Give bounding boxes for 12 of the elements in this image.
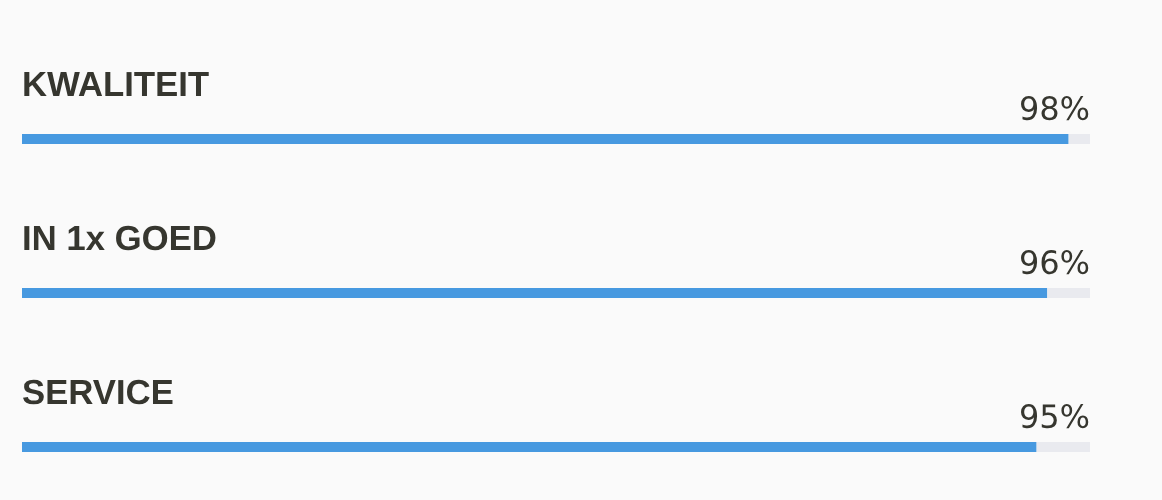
data-label: 95% [1021, 404, 1089, 429]
data-label: 98% [1021, 96, 1089, 121]
y-tick-label: IN 1x GOED [24, 225, 216, 251]
y-tick-label: KWALITEIT [24, 72, 209, 96]
bar [1036, 442, 1090, 452]
bar [22, 288, 1048, 298]
data-label: 96% [1021, 250, 1089, 275]
y-tick-label: SERVICE [23, 379, 173, 405]
bar [22, 134, 1069, 144]
bar [22, 442, 1037, 452]
bar [1047, 288, 1090, 298]
bar [1068, 134, 1090, 144]
